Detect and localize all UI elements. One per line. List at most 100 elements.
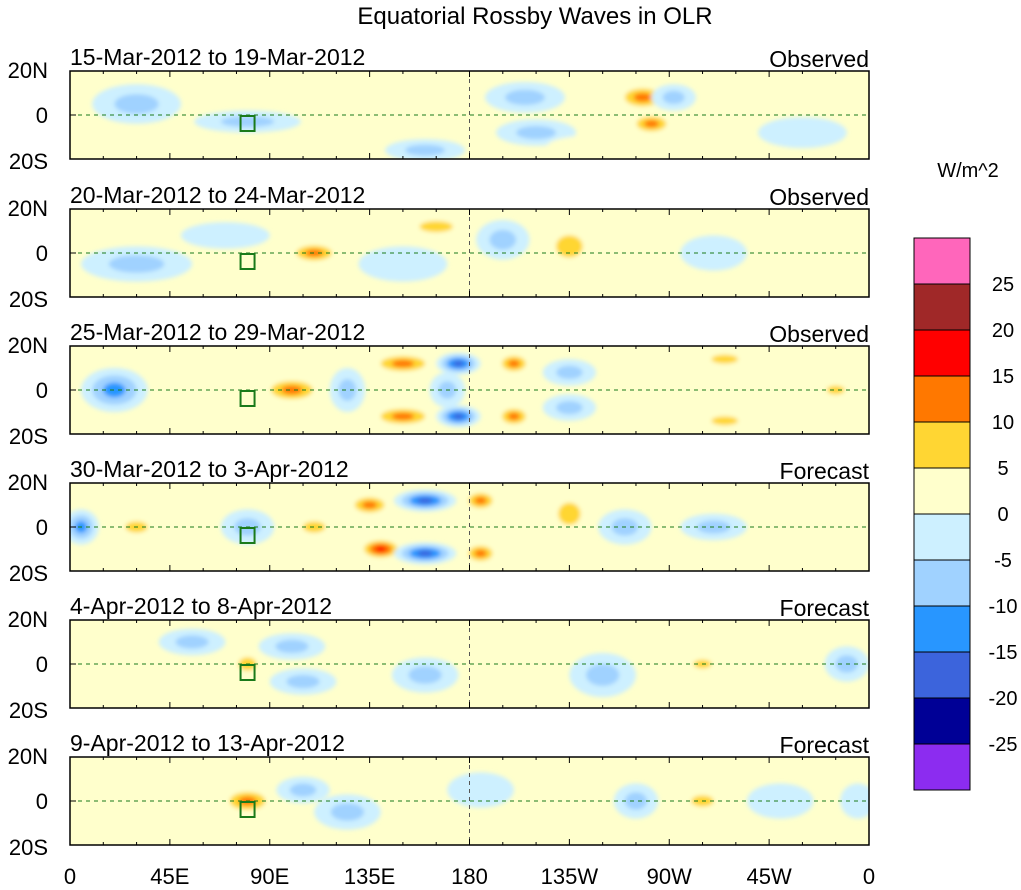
anomaly-contour [425,275,514,297]
anomaly-contour [586,664,620,686]
anomaly-field [92,79,869,159]
lat-tick-label: 20S [9,287,48,312]
region-box [239,801,256,818]
anomaly-field [103,628,869,697]
colorbar-swatch [913,559,971,607]
colorbar-swatch [913,513,971,561]
panel-period: 25-Mar-2012 to 29-Mar-2012 [70,319,365,345]
lat-tick-label: 0 [36,789,48,814]
panel-period: 9-Apr-2012 to 13-Apr-2012 [70,730,345,756]
anomaly-contour [330,803,365,821]
anomaly-contour [452,413,464,420]
anomaly-contour [507,412,520,421]
anomaly-contour [556,235,583,258]
anomaly-contour [417,497,433,504]
anomaly-contour [556,401,583,415]
panel-stack: 20N 0 20S 15-Mar-2012 to 19-Mar-2012 Observe… [8,44,870,860]
anomaly-contour [602,220,670,251]
colorbar-swatch [913,283,971,331]
colorbar-tick-label: 15 [992,366,1014,388]
anomaly-contour [507,359,520,368]
anomaly-contour [114,94,159,114]
panel-period: 4-Apr-2012 to 8-Apr-2012 [70,593,332,619]
lat-tick-label: 0 [36,103,48,128]
colorbar-swatch [913,605,971,653]
anomaly-contour [391,412,415,421]
anomaly-contour [662,90,685,104]
x-tick-label: 135E [344,864,395,889]
panel-status: Forecast [780,732,870,758]
anomaly-field [81,350,854,430]
anomaly-contour [291,88,381,116]
anomaly-contour [286,675,320,689]
anomaly-contour [391,359,415,368]
colorbar-swatch [913,421,971,469]
anomaly-contour [175,635,209,649]
x-tick-label: 0 [64,864,76,889]
anomaly-field [70,489,836,565]
lat-tick-label: 0 [36,652,48,677]
chart-title: Equatorial Rossby Waves in OLR [357,3,712,30]
lat-tick-label: 20N [8,744,48,769]
panel-3: 20N 0 20S 25-Mar-2012 to 29-Mar-2012 Observe… [8,319,870,449]
anomaly-contour [516,126,557,140]
x-axis: 0 45E 90E 135E 180 135W 90W 45W 0 [64,864,875,889]
lat-tick-label: 20S [9,835,48,860]
panel-status: Observed [769,184,869,210]
panel-status: Observed [769,46,869,72]
region-box [239,390,256,407]
colorbar-swatch [913,697,971,745]
x-tick-label: 0 [863,864,875,889]
panel-period: 15-Mar-2012 to 19-Mar-2012 [70,44,365,70]
anomaly-contour [408,666,442,684]
anomaly-contour [180,222,270,249]
colorbar-tick-label: 0 [997,504,1008,526]
colorbar-swatch [913,237,971,285]
colorbar-tick-label: 5 [997,458,1008,480]
panel-2: 20N 0 20S 20-Mar-2012 to 24-Mar-2012 Observe… [8,182,870,312]
anomaly-contour [220,116,275,128]
panel-4: 20N 0 20S 30-Mar-2012 to 3-Apr-2012 Forecast [8,456,870,586]
lat-tick-label: 20S [9,561,48,586]
anomaly-contour [303,521,326,533]
x-tick-label: 180 [451,864,488,889]
lat-tick-label: 20S [9,424,48,449]
panel-status: Forecast [780,595,870,621]
anomaly-contour [289,783,317,797]
colorbar-units: W/m^2 [937,160,999,182]
region-box [239,253,256,270]
lat-tick-label: 20N [8,333,48,358]
colorbar: W/m^2 25 20 15 10 5 0 -5 -10 -15 -20 -25 [913,160,1018,791]
anomaly-contour [758,117,847,148]
anomaly-contour [362,501,378,509]
anomaly-contour [556,365,583,379]
lat-tick-label: 20N [8,607,48,632]
x-tick-label: 45E [150,864,189,889]
anomaly-contour [735,217,825,245]
x-tick-label: 135W [541,864,599,889]
region-box [239,115,256,132]
panel-status: Forecast [780,458,870,484]
lat-tick-label: 20N [8,470,48,495]
anomaly-contour [375,546,387,552]
anomaly-contour [417,550,433,557]
panel-status: Observed [769,321,869,347]
anomaly-contour [275,639,309,654]
anomaly-contour [358,246,448,282]
lat-tick-label: 20N [8,58,48,83]
panel-5: 20N 0 20S 4-Apr-2012 to 8-Apr-2012 Forecast [8,593,870,723]
anomaly-contour [602,257,670,284]
anomaly-contour [624,792,648,810]
colorbar-tick-label: -20 [989,688,1018,710]
anomaly-contour [746,783,814,819]
anomaly-contour [419,221,453,233]
anomaly-contour [558,502,581,525]
anomaly-contour [802,79,869,107]
lat-tick-label: 20S [9,698,48,723]
anomaly-contour [769,513,836,541]
colorbar-tick-label: -15 [989,642,1018,664]
panel-1: 20N 0 20S 15-Mar-2012 to 19-Mar-2012 Observe… [8,44,870,174]
colorbar-tick-label: -10 [989,596,1018,618]
colorbar-tick-label: 25 [992,274,1014,296]
